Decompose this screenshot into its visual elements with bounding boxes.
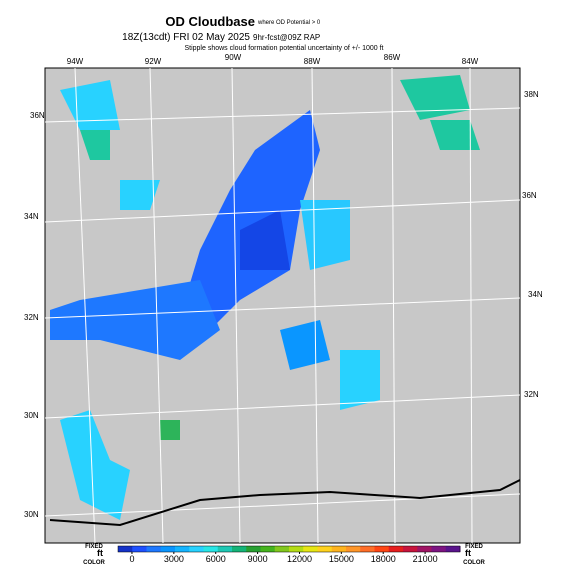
colorbar-swatch bbox=[346, 546, 361, 552]
colorbar-swatch bbox=[232, 546, 247, 552]
lon-label: 90W bbox=[225, 53, 242, 62]
lat-label: 34N bbox=[528, 290, 543, 299]
colorbar-note: ft bbox=[465, 548, 471, 558]
valid-time: 18Z(13cdt) FRI 02 May 2025 bbox=[122, 32, 250, 43]
colorbar-swatch bbox=[189, 546, 204, 552]
title-note: where OD Potential > 0 bbox=[257, 20, 321, 26]
colorbar-note: ft bbox=[97, 548, 103, 558]
colorbar-swatch bbox=[303, 546, 318, 552]
colorbar-swatch bbox=[274, 546, 290, 552]
colorbar-swatch bbox=[388, 546, 404, 552]
colorbar-swatch bbox=[417, 546, 432, 552]
colorbar-swatch bbox=[203, 546, 219, 552]
colorbar-tick-label: 12000 bbox=[287, 554, 312, 564]
colorbar-note: COLOR bbox=[463, 560, 485, 566]
colorbar-tick-label: 6000 bbox=[206, 554, 226, 564]
colorbar-tick-label: 3000 bbox=[164, 554, 184, 564]
lat-label: 30N bbox=[24, 411, 39, 420]
colorbar-swatch bbox=[374, 546, 390, 552]
colorbar-note: FIXED bbox=[465, 544, 483, 550]
lat-label: 32N bbox=[24, 313, 39, 322]
lon-label: 84W bbox=[462, 57, 479, 66]
colorbar-swatch bbox=[289, 546, 304, 552]
colorbar-swatch bbox=[217, 546, 233, 552]
colorbar-tick-label: 18000 bbox=[371, 554, 396, 564]
colorbar-swatch bbox=[360, 546, 375, 552]
colorbar-swatch bbox=[132, 546, 147, 552]
colorbar-swatch bbox=[445, 546, 461, 552]
cloudbase-field bbox=[50, 75, 480, 520]
lat-label: 30N bbox=[24, 510, 39, 519]
lon-label: 94W bbox=[67, 57, 84, 66]
colorbar-swatch bbox=[403, 546, 418, 552]
colorbar-swatch bbox=[260, 546, 276, 552]
colorbar-note: COLOR bbox=[83, 560, 105, 566]
colorbar-swatch bbox=[146, 546, 162, 552]
colorbar-frame bbox=[117, 545, 461, 553]
colorbar-swatch bbox=[317, 546, 333, 552]
colorbar-swatch bbox=[431, 546, 447, 552]
colorbar-swatch bbox=[160, 546, 176, 552]
colorbar-tick-label: 21000 bbox=[413, 554, 438, 564]
title: OD Cloudbase bbox=[165, 14, 255, 29]
lat-label: 38N bbox=[524, 90, 539, 99]
coastline bbox=[49, 479, 521, 527]
lon-label: 86W bbox=[384, 53, 401, 62]
lat-label: 32N bbox=[524, 390, 539, 399]
colorbar-swatch bbox=[246, 546, 261, 552]
colorbar-note: FIXED bbox=[85, 544, 103, 550]
subtitle: Stipple shows cloud formation potential … bbox=[184, 45, 383, 52]
lon-label: 92W bbox=[145, 57, 162, 66]
colorbar-swatch bbox=[118, 546, 133, 552]
colorbar-swatch bbox=[175, 546, 190, 552]
lat-label: 36N bbox=[30, 111, 45, 120]
colorbar-tick-label: 15000 bbox=[329, 554, 354, 564]
colorbar-swatch bbox=[331, 546, 347, 552]
lon-label: 88W bbox=[304, 57, 321, 66]
forecast: 9hr-fcst@09Z RAP bbox=[253, 33, 320, 42]
colorbar: 0 3000 6000 9000 12000 15000 18000 21000 bbox=[117, 545, 461, 564]
colorbar-tick-label: 9000 bbox=[248, 554, 268, 564]
colorbar-tick-label: 0 bbox=[129, 554, 134, 564]
lat-label: 36N bbox=[522, 191, 537, 200]
graticule bbox=[44, 67, 521, 544]
lat-label: 34N bbox=[24, 212, 39, 221]
